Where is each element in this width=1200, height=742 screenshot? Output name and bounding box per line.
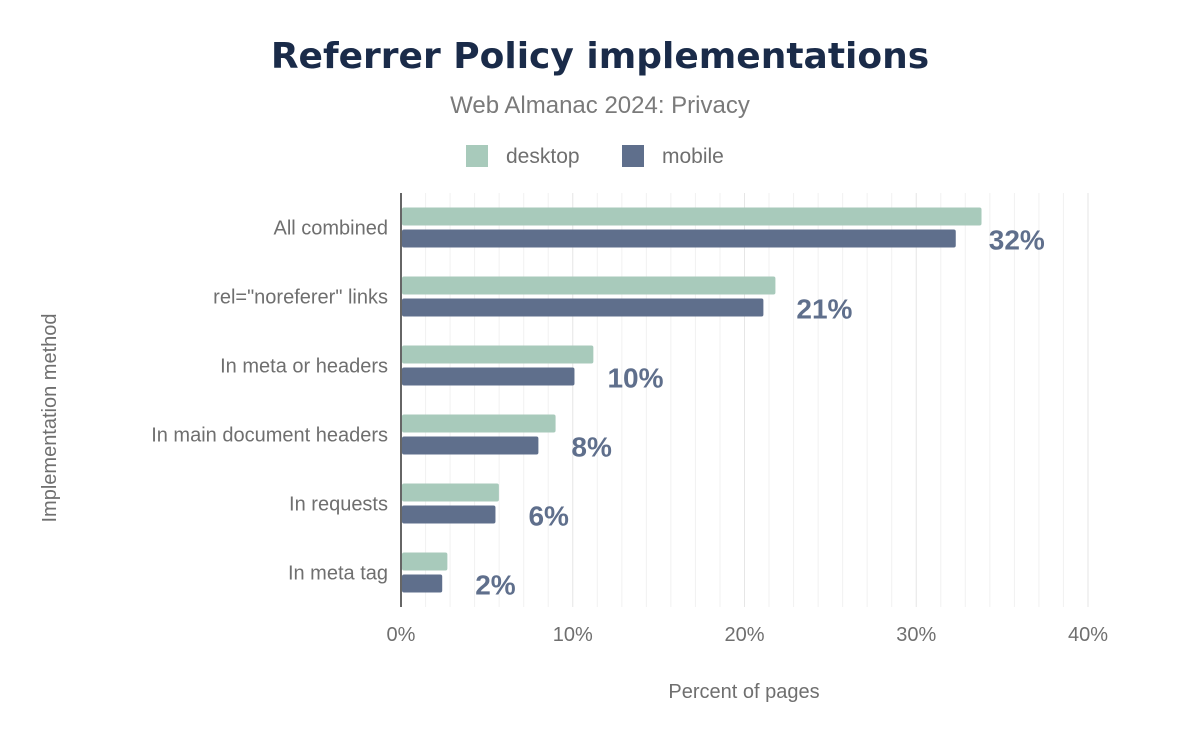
x-tick-label: 0% (387, 624, 416, 646)
bar-desktop (402, 207, 982, 226)
bar-mobile (402, 298, 764, 317)
bars: 32% 21% 10% 8% 6% 2% (402, 207, 1045, 601)
bar-desktop (402, 483, 499, 502)
x-tick-label: 40% (1068, 624, 1108, 646)
bar-mobile (402, 574, 443, 593)
y-categories: All combined rel="noreferer" links In meta… (151, 218, 388, 585)
category-label: In meta or headers (220, 356, 388, 378)
x-ticks: 0% 10% 20% 30% 40% (387, 624, 1109, 646)
legend-swatch-desktop (466, 145, 488, 167)
legend-swatch-mobile (622, 145, 644, 167)
bar-mobile (402, 367, 575, 386)
bar-desktop (402, 552, 448, 571)
category-label: In meta tag (288, 563, 388, 585)
x-tick-label: 20% (724, 624, 764, 646)
bar-mobile (402, 436, 539, 455)
legend-label-desktop: desktop (506, 145, 580, 168)
x-tick-label: 10% (553, 624, 593, 646)
category-label: In main document headers (151, 425, 388, 447)
bar-desktop (402, 276, 776, 295)
category-label: All combined (273, 218, 388, 240)
legend: desktop mobile (466, 145, 724, 168)
category-label: rel="noreferer" links (213, 287, 388, 309)
chart-title: Referrer Policy implementations (271, 36, 929, 77)
data-label: 8% (571, 432, 612, 463)
data-label: 32% (989, 225, 1045, 256)
bar-mobile (402, 229, 956, 248)
category-label: In requests (289, 494, 388, 516)
gridlines (425, 193, 1089, 607)
data-label: 21% (796, 294, 852, 325)
chart-subtitle: Web Almanac 2024: Privacy (450, 92, 750, 119)
bar-desktop (402, 345, 594, 364)
bar-desktop (402, 414, 556, 433)
y-axis-label: Implementation method (39, 313, 61, 522)
legend-label-mobile: mobile (662, 145, 724, 168)
data-label: 10% (607, 363, 663, 394)
data-label: 6% (528, 501, 569, 532)
x-tick-label: 30% (896, 624, 936, 646)
data-label: 2% (475, 570, 516, 601)
bar-mobile (402, 505, 496, 524)
x-axis-label: Percent of pages (668, 681, 819, 703)
